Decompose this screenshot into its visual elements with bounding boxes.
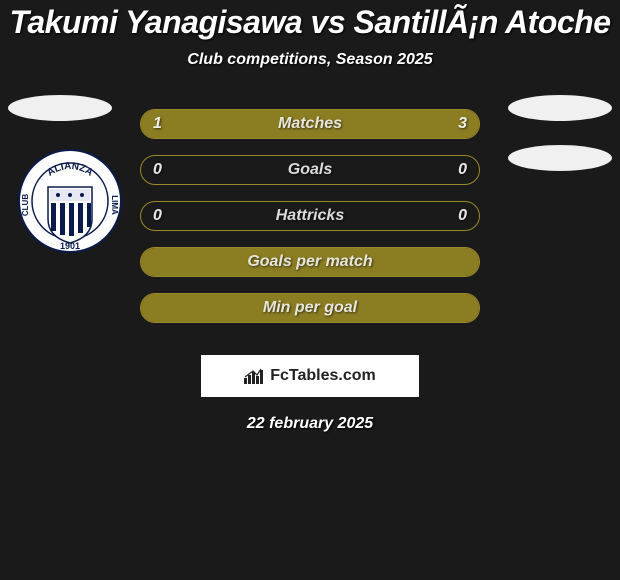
stat-label: Goals per match	[247, 253, 372, 271]
player-left-avatar	[8, 95, 112, 121]
stat-label: Min per goal	[263, 299, 357, 317]
stat-row: Min per goal	[140, 293, 480, 323]
stat-row: 1 Matches 3	[140, 109, 480, 139]
stat-value-right: 3	[458, 110, 467, 138]
svg-text:1901: 1901	[60, 241, 80, 251]
stat-value-left: 0	[153, 202, 162, 230]
player-right-avatar-1	[508, 95, 612, 121]
stat-row: 0 Hattricks 0	[140, 201, 480, 231]
player-right-avatar-2	[508, 145, 612, 171]
bar-chart-icon	[244, 368, 264, 384]
svg-text:LIMA: LIMA	[110, 195, 119, 215]
stat-value-left: 0	[153, 156, 162, 184]
fctables-label: FcTables.com	[270, 367, 376, 385]
stat-label: Goals	[288, 161, 332, 179]
stat-value-left: 1	[153, 110, 162, 138]
page-title: Takumi Yanagisawa vs SantillÃ¡n Atoche	[0, 4, 620, 41]
club-crest: ALIANZA CLUB LIMA 1901	[18, 149, 122, 253]
stat-value-right: 0	[458, 202, 467, 230]
stat-label: Matches	[278, 115, 342, 133]
stat-row: 0 Goals 0	[140, 155, 480, 185]
fctables-watermark: FcTables.com	[201, 355, 419, 397]
page-root: Takumi Yanagisawa vs SantillÃ¡n Atoche C…	[0, 0, 620, 580]
date-text: 22 february 2025	[0, 415, 620, 433]
stat-bars: 1 Matches 3 0 Goals 0 0 Hattricks 0 Goals per mat…	[140, 109, 480, 339]
stat-row: Goals per match	[140, 247, 480, 277]
stat-fill-right	[226, 110, 480, 138]
svg-text:CLUB: CLUB	[21, 194, 30, 216]
subtitle: Club competitions, Season 2025	[0, 51, 620, 69]
club-crest-svg: ALIANZA CLUB LIMA 1901	[18, 149, 122, 253]
stat-label: Hattricks	[276, 207, 344, 225]
stat-value-right: 0	[458, 156, 467, 184]
